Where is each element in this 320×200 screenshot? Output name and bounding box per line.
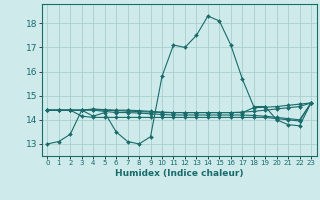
X-axis label: Humidex (Indice chaleur): Humidex (Indice chaleur) [115,169,244,178]
